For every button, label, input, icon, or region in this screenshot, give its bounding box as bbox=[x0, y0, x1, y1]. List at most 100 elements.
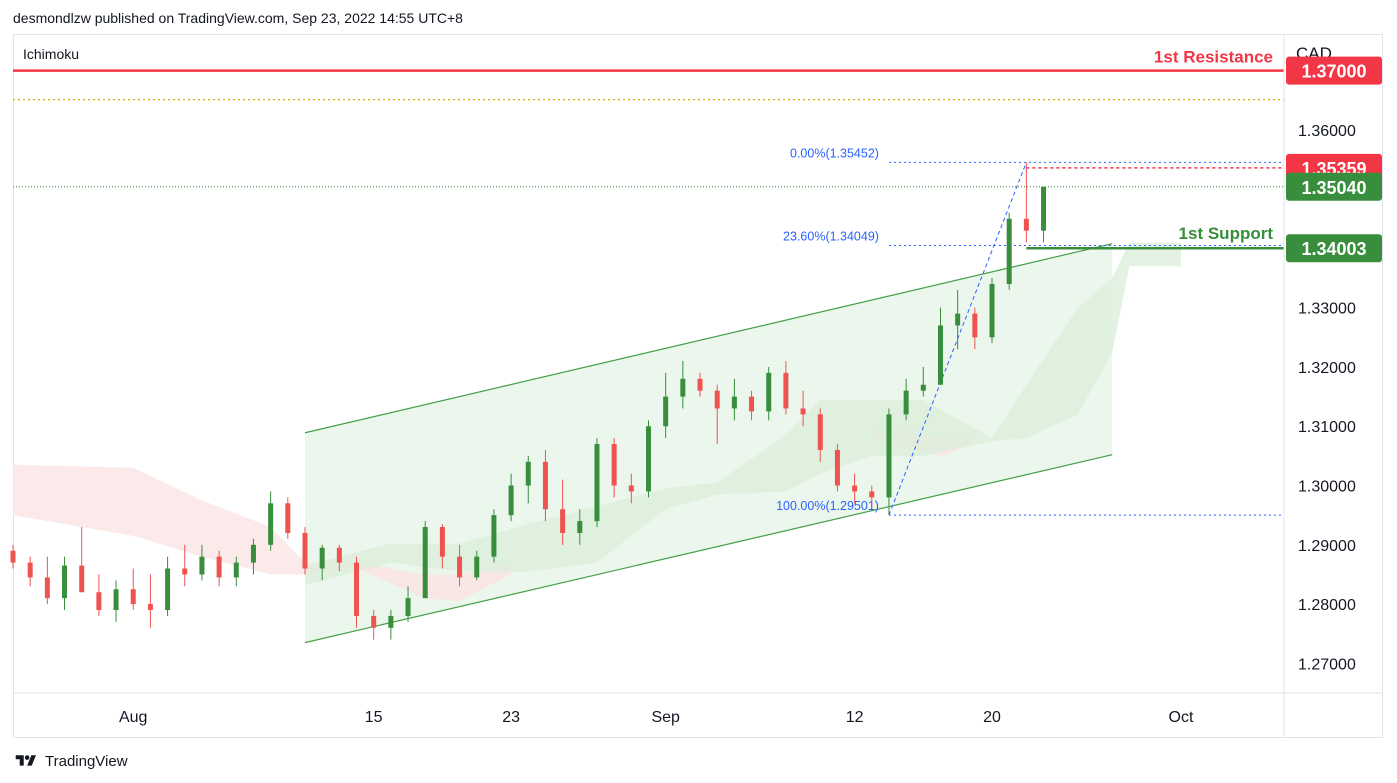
candle-body bbox=[903, 390, 909, 415]
candle-body bbox=[611, 444, 617, 486]
price-badge-text-last: 1.35040 bbox=[1301, 178, 1366, 198]
candle-body bbox=[44, 577, 50, 599]
candle-body bbox=[680, 378, 686, 397]
candle-body bbox=[525, 461, 531, 486]
candle-body bbox=[663, 396, 669, 427]
candle-body bbox=[577, 521, 583, 533]
candle-body bbox=[147, 604, 153, 611]
candle-body bbox=[628, 485, 634, 492]
levels-layer bbox=[13, 69, 1284, 250]
resistance-label: 1st Resistance bbox=[1154, 48, 1273, 67]
candle-body bbox=[783, 372, 789, 409]
candle-body bbox=[439, 527, 445, 557]
candle-body bbox=[800, 408, 806, 415]
footer: TradingView bbox=[13, 750, 128, 772]
price-badge-support bbox=[1286, 234, 1382, 263]
indicator-label: Ichimoku bbox=[23, 46, 79, 62]
candle-body bbox=[165, 568, 171, 611]
candle-body bbox=[457, 556, 463, 578]
candle-body bbox=[10, 550, 16, 563]
candle-body bbox=[216, 556, 222, 578]
candle-body bbox=[834, 449, 840, 486]
candle-body bbox=[920, 384, 926, 391]
time-tick-label: Oct bbox=[1169, 709, 1194, 726]
candle-body bbox=[182, 568, 188, 575]
candle-body bbox=[955, 313, 961, 326]
axes-layer: 1.27000 1.28000 1.29000 1.30000 1.31000 1.320… bbox=[13, 35, 1383, 738]
fib-level-label: 0.00%(1.35452) bbox=[790, 146, 879, 160]
candle-body bbox=[354, 562, 360, 616]
price-tick-label: 1.29000 bbox=[1298, 538, 1356, 555]
candle-body bbox=[388, 615, 394, 628]
candle-body bbox=[886, 414, 892, 498]
candle-body bbox=[972, 313, 978, 338]
candle-body bbox=[1006, 218, 1012, 284]
price-badge-last bbox=[1286, 172, 1382, 201]
chart-frame bbox=[13, 34, 1383, 738]
candle-body bbox=[79, 565, 85, 593]
candle-body bbox=[937, 325, 943, 385]
candle-body bbox=[594, 444, 600, 522]
candle-body bbox=[250, 544, 256, 563]
candle-body bbox=[199, 556, 205, 575]
candle-body bbox=[560, 509, 566, 533]
candle-body bbox=[1041, 186, 1047, 231]
price-tick-label: 1.32000 bbox=[1298, 360, 1356, 377]
candle-body bbox=[646, 426, 651, 492]
candle-body bbox=[989, 283, 995, 338]
footer-brand: TradingView bbox=[45, 752, 128, 770]
time-tick-label: 12 bbox=[846, 709, 864, 726]
price-badge-text-support: 1.34003 bbox=[1301, 239, 1366, 259]
candle-body bbox=[268, 503, 274, 545]
candle-body bbox=[27, 562, 33, 578]
price-tick-label: 1.36000 bbox=[1298, 123, 1356, 140]
candle-body bbox=[285, 503, 291, 533]
time-tick-label: 15 bbox=[365, 709, 383, 726]
candle-body bbox=[714, 390, 720, 409]
candle-body bbox=[749, 396, 755, 412]
cloud-bull-area bbox=[304, 242, 1181, 586]
candles-layer bbox=[10, 162, 1047, 640]
candle-body bbox=[302, 532, 308, 569]
time-tick-label: 20 bbox=[983, 709, 1001, 726]
cloud-bear-area bbox=[13, 464, 512, 602]
price-tick-label: 1.33000 bbox=[1298, 301, 1356, 318]
candle-body bbox=[852, 485, 858, 492]
time-tick-label: 23 bbox=[502, 709, 520, 726]
candle-body bbox=[405, 598, 411, 616]
candle-body bbox=[731, 396, 737, 409]
candle-body bbox=[233, 562, 239, 578]
candle-body bbox=[422, 527, 428, 599]
candle-body bbox=[96, 592, 102, 611]
candle-body bbox=[766, 372, 772, 412]
candle-body bbox=[1023, 218, 1029, 231]
price-tick-label: 1.31000 bbox=[1298, 419, 1356, 436]
channel-upper-line bbox=[304, 243, 1113, 434]
candle-body bbox=[62, 565, 68, 599]
time-tick-label: Aug bbox=[119, 709, 147, 726]
price-tick-label: 1.30000 bbox=[1298, 479, 1356, 496]
candle-body bbox=[130, 589, 136, 605]
candle-body bbox=[371, 615, 377, 628]
price-badge-text-resistance: 1.37000 bbox=[1301, 62, 1366, 82]
candle-body bbox=[508, 485, 514, 516]
candle-body bbox=[474, 556, 480, 578]
ichimoku-cloud-layer bbox=[13, 242, 1181, 602]
candle-body bbox=[336, 547, 342, 563]
candle-body bbox=[869, 491, 875, 498]
candle-body bbox=[491, 515, 497, 557]
price-tick-label: 1.28000 bbox=[1298, 597, 1356, 614]
time-tick-label: Sep bbox=[651, 709, 680, 726]
candle-body bbox=[817, 414, 823, 450]
support-label: 1st Support bbox=[1179, 224, 1274, 243]
price-badge-resistance bbox=[1286, 56, 1382, 85]
candle-body bbox=[542, 461, 548, 510]
publisher-header: desmondlzw published on TradingView.com,… bbox=[13, 10, 463, 26]
fib-level-label: 23.60%(1.34049) bbox=[783, 230, 879, 244]
fib-level-label: 100.00%(1.29501) bbox=[776, 499, 879, 513]
candle-body bbox=[113, 589, 119, 611]
price-tick-label: 1.27000 bbox=[1298, 656, 1356, 673]
candle-body bbox=[697, 378, 703, 391]
